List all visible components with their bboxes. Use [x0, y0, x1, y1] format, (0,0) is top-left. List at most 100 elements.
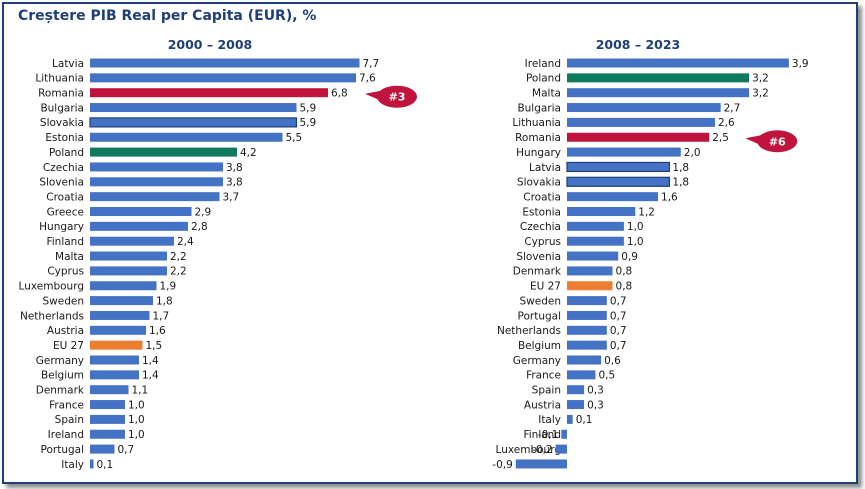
bar — [567, 207, 636, 216]
value-label: -0,9 — [492, 459, 513, 471]
bar — [567, 281, 613, 291]
bar — [89, 117, 298, 128]
value-label: 1,5 — [146, 340, 163, 352]
category-label: EU 27 — [530, 281, 561, 293]
value-label: 1,6 — [149, 325, 166, 337]
value-label: 5,9 — [300, 102, 317, 114]
value-label: 3,8 — [226, 177, 243, 189]
category-label: Luxembourg — [496, 444, 561, 456]
value-label: 0,9 — [621, 251, 638, 263]
value-label: 1,1 — [132, 385, 149, 397]
category-label: Croatia — [46, 191, 84, 203]
category-label: Luxembourg — [19, 281, 84, 293]
bar — [567, 414, 573, 424]
value-label: 1,0 — [128, 399, 145, 411]
category-label: Hungary — [516, 147, 561, 159]
panel-2: 2008 – 2023 Ireland 3,9 Poland 3,2 Malta 3,2 Bu… — [492, 37, 808, 471]
panel-title: 2008 – 2023 — [596, 37, 681, 52]
category-label: Hungary — [39, 221, 84, 233]
value-label: 1,0 — [627, 236, 644, 248]
value-label: 1,4 — [142, 370, 159, 382]
value-label: 1,2 — [638, 206, 655, 218]
category-label: Spain — [55, 414, 84, 426]
bar — [555, 444, 567, 454]
value-label: -0,2 — [532, 444, 553, 456]
value-label: 1,9 — [160, 281, 177, 293]
bar — [567, 192, 659, 202]
value-label: 0,5 — [598, 370, 615, 382]
value-label: 5,9 — [300, 117, 317, 129]
value-label: 0,7 — [610, 340, 627, 352]
value-label: 7,6 — [359, 73, 376, 85]
bar — [90, 370, 139, 380]
category-label: Austria — [47, 325, 84, 337]
category-label: Slovakia — [517, 177, 561, 189]
bar — [90, 414, 125, 424]
bar — [567, 310, 607, 320]
value-label: 0,7 — [118, 444, 135, 456]
bar — [567, 88, 750, 98]
category-label: Czechia — [43, 162, 84, 174]
category-label: Slovakia — [40, 117, 84, 129]
bar — [567, 370, 596, 380]
value-label: 0,7 — [610, 295, 627, 307]
bar — [90, 340, 143, 350]
bar — [567, 147, 681, 157]
value-label: 0,3 — [587, 399, 604, 411]
bar — [90, 310, 150, 320]
bar — [90, 177, 223, 187]
category-label: Romania — [515, 132, 561, 144]
category-label: France — [49, 399, 84, 411]
value-label: 2,4 — [177, 236, 194, 248]
bar — [90, 132, 283, 142]
category-label: Belgium — [41, 370, 84, 382]
bar — [567, 400, 585, 410]
bar — [90, 385, 129, 395]
bar — [567, 221, 624, 231]
value-label: 7,7 — [363, 58, 380, 70]
rank-badge-text: #6 — [769, 135, 786, 148]
value-label: 0,1 — [97, 459, 114, 471]
bar — [567, 103, 721, 113]
bar — [567, 325, 607, 335]
value-label: 0,8 — [616, 266, 633, 278]
category-label: Greece — [47, 206, 84, 218]
bar — [90, 355, 139, 365]
bar — [90, 459, 94, 469]
value-label: 0,8 — [616, 281, 633, 293]
value-label: 0,3 — [587, 385, 604, 397]
value-label: 1,7 — [153, 310, 170, 322]
category-label: Spain — [532, 385, 561, 397]
panel-1: 2000 – 2008 Latvia 7,7 Lithuania 7,6 Romania 6… — [19, 37, 417, 471]
bar — [561, 429, 567, 439]
category-label: Ireland — [525, 58, 561, 70]
bar — [567, 251, 619, 261]
category-label: Germany — [36, 355, 84, 367]
bar — [567, 73, 750, 83]
bar — [90, 236, 174, 246]
bar — [90, 58, 360, 68]
value-label: -0,1 — [538, 429, 559, 441]
value-label: 3,2 — [752, 73, 769, 85]
category-label: Finland — [523, 429, 561, 441]
category-label: Czechia — [520, 221, 561, 233]
value-label: 1,0 — [627, 221, 644, 233]
category-label: Lithuania — [512, 117, 561, 129]
category-label: Ireland — [48, 429, 84, 441]
value-label: 1,6 — [661, 191, 678, 203]
category-label: Portugal — [41, 444, 85, 456]
category-label: Estonia — [45, 132, 84, 144]
value-label: 2,0 — [684, 147, 701, 159]
category-label: Denmark — [36, 385, 85, 397]
bar — [90, 221, 188, 231]
badge-pointer — [365, 90, 381, 101]
bar — [567, 117, 715, 127]
bar — [515, 459, 567, 469]
bar — [90, 207, 192, 216]
category-label: Netherlands — [20, 310, 84, 322]
bar — [90, 444, 115, 454]
category-label: Finland — [46, 236, 84, 248]
value-label: 2,2 — [170, 251, 187, 263]
value-label: 1,0 — [128, 414, 145, 426]
